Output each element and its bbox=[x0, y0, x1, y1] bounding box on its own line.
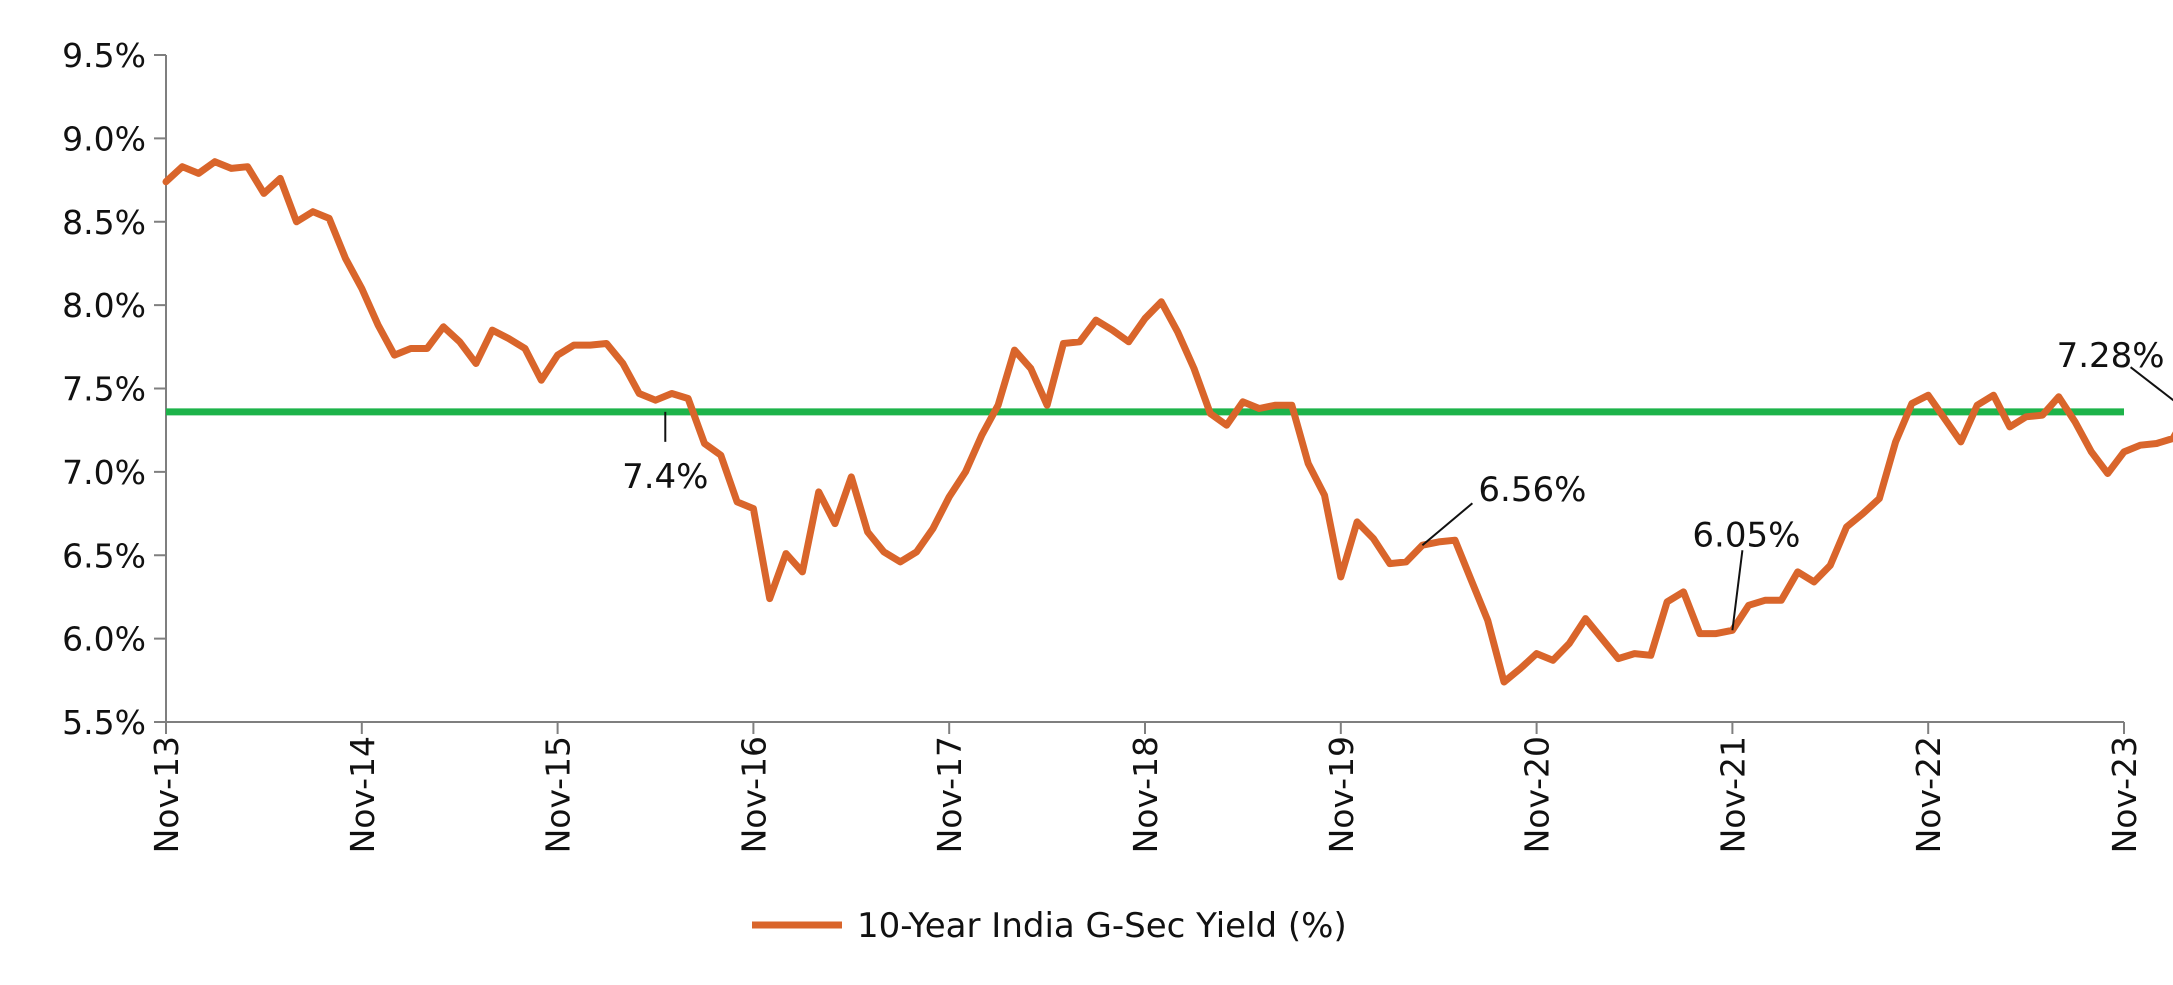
legend-label: 10-Year India G-Sec Yield (%) bbox=[857, 906, 1347, 946]
x-tick-label: Nov-14 bbox=[343, 736, 382, 853]
y-tick-label: 9.0% bbox=[62, 119, 146, 158]
series-line bbox=[162, 158, 2173, 686]
y-tick-label: 6.0% bbox=[62, 620, 146, 659]
y-axis: 9.5% 9.0% 8.5% 8.0% 7.5% 7.0% 6.5% 6.0% 5.5% bbox=[62, 36, 167, 742]
reference-label: 7.4% bbox=[622, 457, 708, 497]
x-tick-label: Nov-21 bbox=[1713, 736, 1752, 853]
legend: 10-Year India G-Sec Yield (%) bbox=[752, 906, 1347, 946]
y-tick-label: 6.5% bbox=[62, 536, 146, 575]
y-tick-label: 7.5% bbox=[62, 370, 146, 409]
annotation-label: 6.05% bbox=[1692, 515, 1800, 555]
y-tick-label: 9.5% bbox=[62, 36, 146, 75]
x-tick-label: Nov-18 bbox=[1126, 736, 1165, 853]
x-axis: Nov-13 Nov-14 Nov-15 Nov-16 Nov-17 Nov-18 Nov-… bbox=[147, 721, 2144, 853]
x-tick-label: Nov-13 bbox=[147, 736, 186, 853]
annotation-leader bbox=[1731, 550, 1744, 631]
x-tick-label: Nov-23 bbox=[2105, 736, 2144, 853]
reference-line-layer: 7.4% bbox=[166, 408, 2124, 497]
annotation-label: 6.56% bbox=[1478, 470, 1586, 510]
x-tick-label: Nov-16 bbox=[734, 736, 773, 853]
y-tick-label: 7.0% bbox=[62, 453, 146, 492]
annotation-leader bbox=[1421, 502, 1474, 547]
annotation-leader bbox=[2129, 366, 2173, 402]
y-tick-label: 5.5% bbox=[62, 703, 146, 742]
x-tick-label: Nov-15 bbox=[539, 736, 578, 853]
x-tick-label: Nov-19 bbox=[1322, 736, 1361, 853]
y-tick-label: 8.0% bbox=[62, 286, 146, 325]
annotation-label: 7.28% bbox=[2057, 336, 2165, 376]
series-layer bbox=[162, 158, 2173, 686]
y-tick-label: 8.5% bbox=[62, 203, 146, 242]
x-tick-label: Nov-22 bbox=[1909, 736, 1948, 853]
x-tick-label: Nov-20 bbox=[1518, 736, 1557, 853]
x-tick-label: Nov-17 bbox=[930, 736, 969, 853]
annotation-layer: 6.56% 6.05% 7.28% bbox=[1421, 336, 2173, 631]
